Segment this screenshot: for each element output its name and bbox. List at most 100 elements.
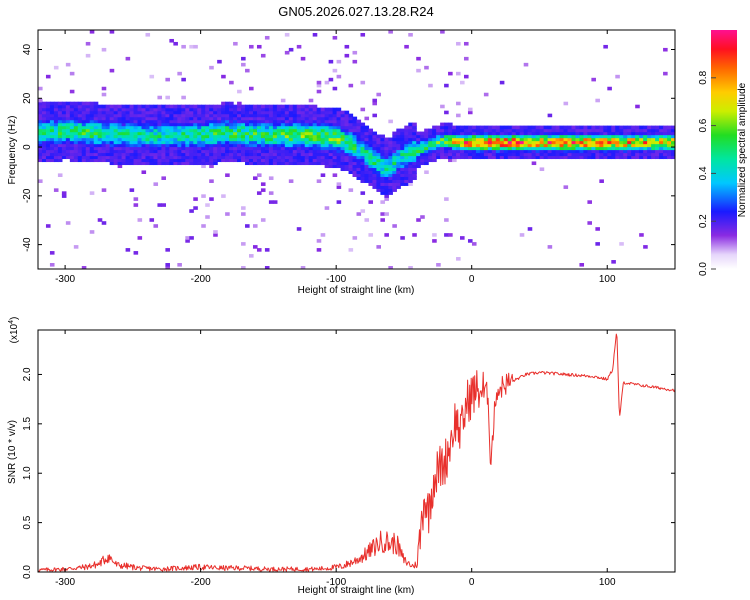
heatmap-cell [499,152,505,157]
heatmap-cell [205,146,210,151]
heatmap-cell [121,122,127,127]
heatmap-cell [300,134,306,139]
heatmap-cell [157,152,163,157]
heatmap-cell [316,155,322,160]
heatmap-cell [408,170,413,174]
heatmap-cell [169,134,174,139]
heatmap-cell [93,134,99,139]
heatmap-cell [213,110,218,115]
heatmap-cell [97,104,103,109]
heatmap-cell [575,140,581,145]
heatmap-cell [667,131,672,136]
heatmap-cell [41,113,47,118]
heatmap-cell [587,221,592,225]
heatmap-cell [368,233,374,237]
heatmap-cell [65,155,71,160]
heatmap-cell [77,140,83,145]
heatmap-cell [312,137,318,142]
heatmap-cell [519,152,525,157]
heatmap-cell [499,134,505,139]
heatmap-cell [360,179,366,183]
heatmap-cell [53,149,59,154]
heatmap-cell [388,137,393,142]
heatmap-cell [272,143,278,148]
heatmap-cell [388,140,393,145]
heatmap-cell [256,122,262,127]
heatmap-cell [296,146,302,151]
heatmap-cell [288,155,294,160]
heatmap-cell [300,140,306,145]
heatmap-cell [49,116,55,121]
heatmap-cell [161,152,166,157]
heatmap-cell [49,152,55,157]
heatmap-cell [249,113,254,118]
heatmap-cell [440,146,445,151]
heatmap-cell [667,134,672,139]
heatmap-cell [205,131,210,136]
heatmap-cell [101,122,107,127]
heatmap-cell [101,140,107,145]
heatmap-cell [105,107,111,112]
heatmap-cell [487,134,493,139]
heatmap-cell [41,146,47,151]
heatmap-cell [81,113,87,118]
heatmap-cell [348,122,354,127]
heatmap-cell [475,143,481,148]
heatmap-cell [495,146,501,151]
heatmap-cell [475,125,481,130]
heatmap-cell [45,116,51,121]
heatmap-cell [535,155,541,160]
heatmap-cell [332,173,338,177]
heatmap-cell [555,137,561,142]
heatmap-cell [495,155,501,160]
heatmap-cell [197,119,202,124]
heatmap-cell [137,149,143,154]
heatmap-cell [543,152,549,157]
heatmap-cell [105,110,111,115]
heatmap-cell [292,155,298,160]
heatmap-cell [213,233,218,237]
heatmap-cell [89,230,95,234]
heatmap-cell [272,152,278,157]
heatmap-cell [189,149,194,154]
heatmap-cell [57,146,63,151]
heatmap-cell [149,152,155,157]
heatmap-cell [623,149,628,154]
heatmap-cell [245,143,250,148]
heatmap-cell [93,101,99,106]
heatmap-cell [380,140,385,145]
heatmap-cell [456,131,461,136]
heatmap-cell [38,128,43,133]
heatmap-cell [65,107,71,112]
heatmap-cell [460,128,465,133]
heatmap-cell [511,143,517,148]
heatmap-cell [356,122,362,127]
heatmap-cell [579,152,585,157]
heatmap-cell [229,152,234,157]
heatmap-cell [388,155,393,160]
heatmap-cell [563,137,569,142]
heatmap-cell [551,149,557,154]
heatmap-cell [264,161,270,166]
heatmap-cell [404,182,409,186]
heatmap-cell [631,140,636,145]
heatmap-cell [579,128,585,133]
heatmap-cell [420,152,425,157]
heatmap-cell [225,140,230,145]
heatmap-cell [65,125,71,130]
heatmap-cell [316,128,322,133]
heatmap-cell [145,122,151,127]
heatmap-cell [372,113,378,118]
heatmap-cell [456,152,461,157]
heatmap-cell [65,104,71,109]
heatmap-cell [117,152,123,157]
heatmap-cell [141,155,147,160]
heatmap-cell [571,131,577,136]
heatmap-cell [531,146,537,151]
heatmap-cell [97,125,103,130]
heatmap-cell [169,143,174,148]
heatmap-cell [396,155,401,160]
heatmap-cell [101,221,107,225]
heatmap-cell [436,152,441,157]
heatmap-cell [105,119,111,124]
